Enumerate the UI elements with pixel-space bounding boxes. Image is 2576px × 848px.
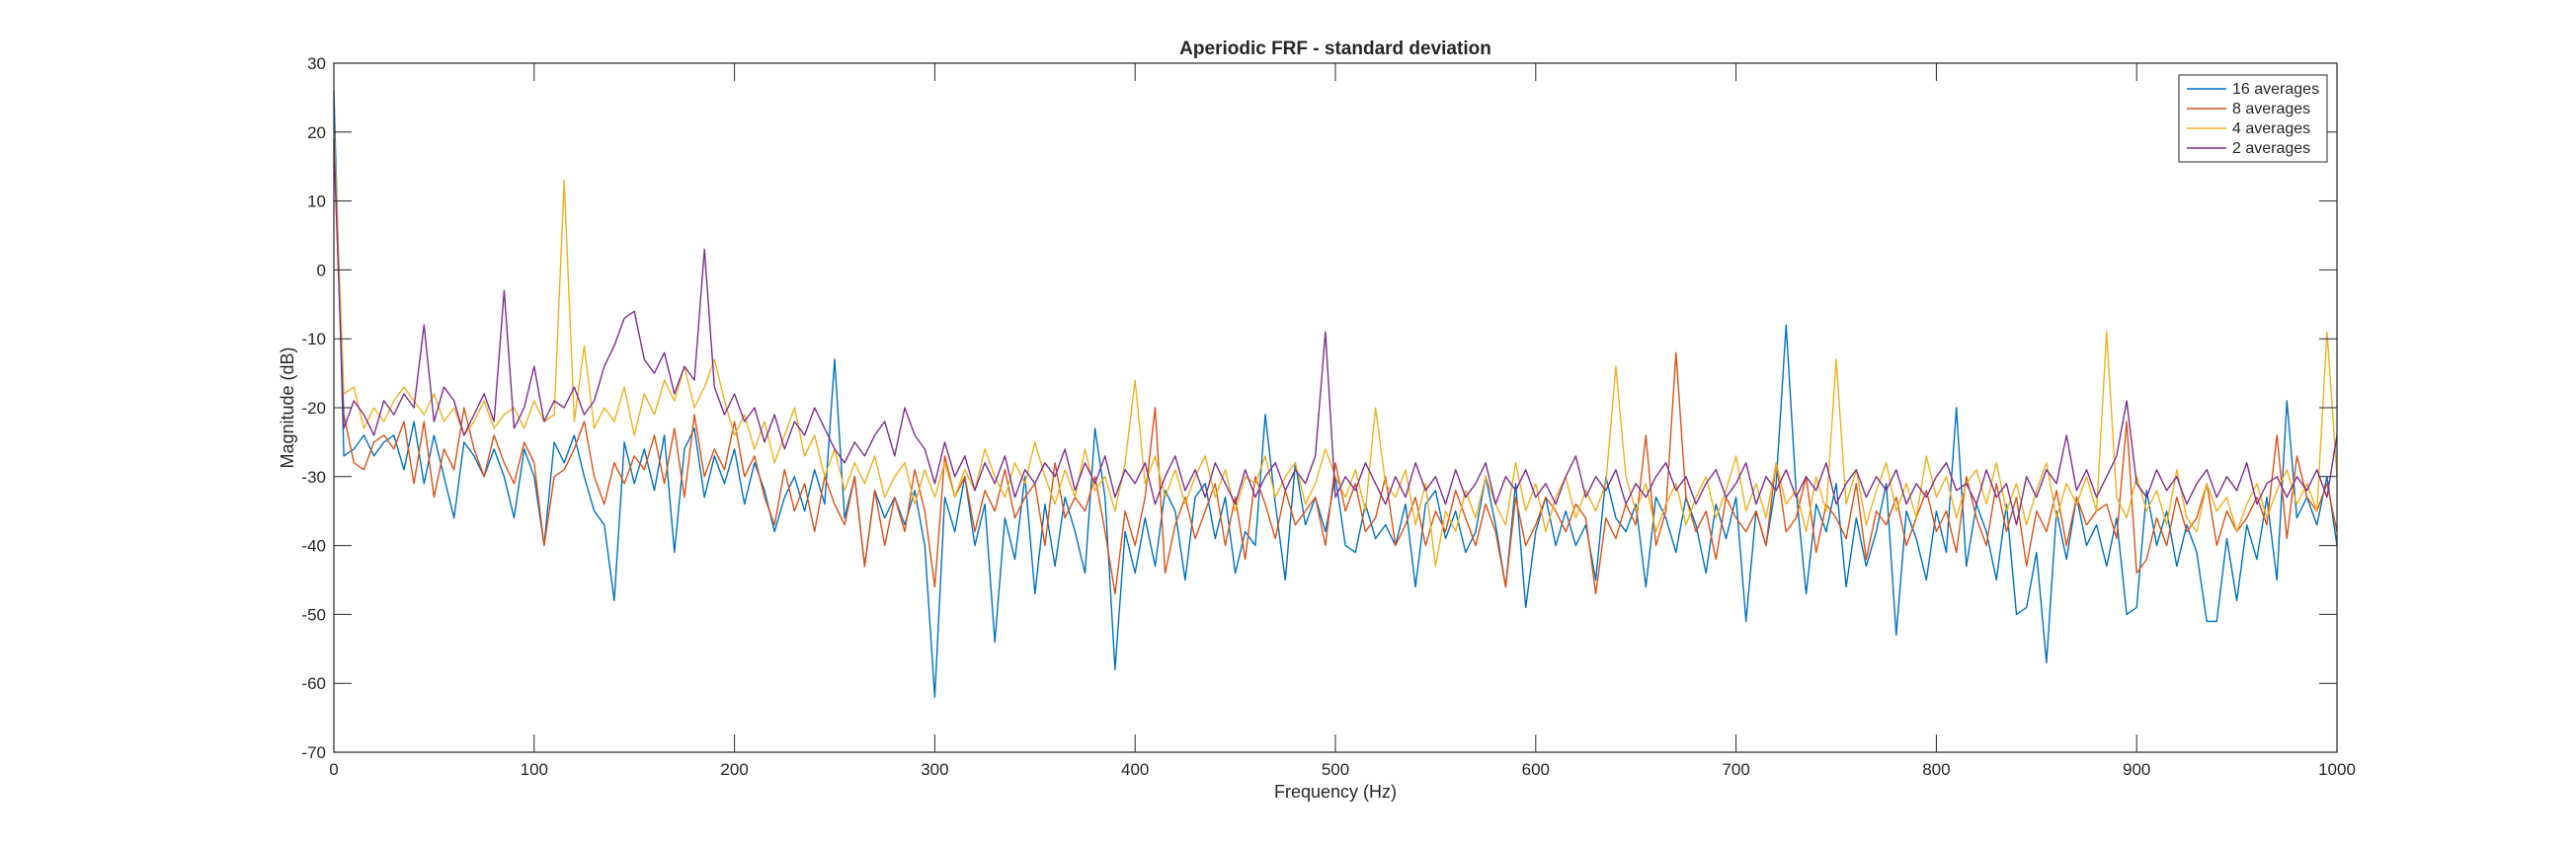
x-tick-label: 400 [1121, 760, 1149, 779]
x-tick-label: 900 [2123, 760, 2150, 779]
legend-label: 8 averages [2232, 101, 2310, 117]
x-tick-label: 1000 [2318, 760, 2356, 779]
legend-label: 4 averages [2232, 120, 2310, 137]
x-tick-label: 0 [329, 760, 338, 779]
y-tick-label: 20 [307, 123, 326, 142]
y-tick-label: -10 [301, 330, 326, 348]
y-tick-label: -50 [301, 605, 326, 624]
legend[interactable]: 16 averages 8 averages 4 averages 2 average… [2178, 74, 2328, 163]
y-tick-label: 0 [317, 261, 326, 279]
plot-area-frame [333, 62, 2338, 753]
series-line-16-averages [333, 90, 2338, 698]
y-tick-label: 30 [307, 54, 326, 73]
x-tick-label: 100 [521, 760, 548, 779]
legend-label: 2 averages [2232, 140, 2310, 157]
x-tick-label: 800 [1922, 760, 1950, 779]
chart-title: Aperiodic FRF - standard deviation [1179, 39, 1491, 59]
legend-label: 16 averages [2232, 81, 2319, 98]
y-tick-label: -30 [301, 468, 326, 487]
x-tick-label: 500 [1322, 760, 1349, 779]
x-tick-label: 200 [720, 760, 748, 779]
x-tick-label: 700 [1722, 760, 1749, 779]
series-line-4-averages [333, 124, 2338, 568]
series-layer [333, 90, 2338, 698]
x-axis-label: Frequency (Hz) [1274, 782, 1397, 802]
x-tick-label: 300 [921, 760, 948, 779]
series-line-2-averages [333, 138, 2338, 526]
y-axis-label: Magnitude (dB) [278, 347, 297, 468]
y-tick-label: -40 [301, 537, 326, 556]
x-tick-label: 600 [1522, 760, 1550, 779]
ticks-layer: 0 100 200 300 400 500 600 700 800 900 1000-70-60-5… [301, 54, 2355, 779]
y-tick-label: -60 [301, 674, 326, 693]
y-tick-label: 10 [307, 193, 326, 211]
y-tick-label: -20 [301, 399, 326, 418]
y-tick-label: -70 [301, 743, 326, 762]
series-line-8-averages [333, 145, 2338, 595]
